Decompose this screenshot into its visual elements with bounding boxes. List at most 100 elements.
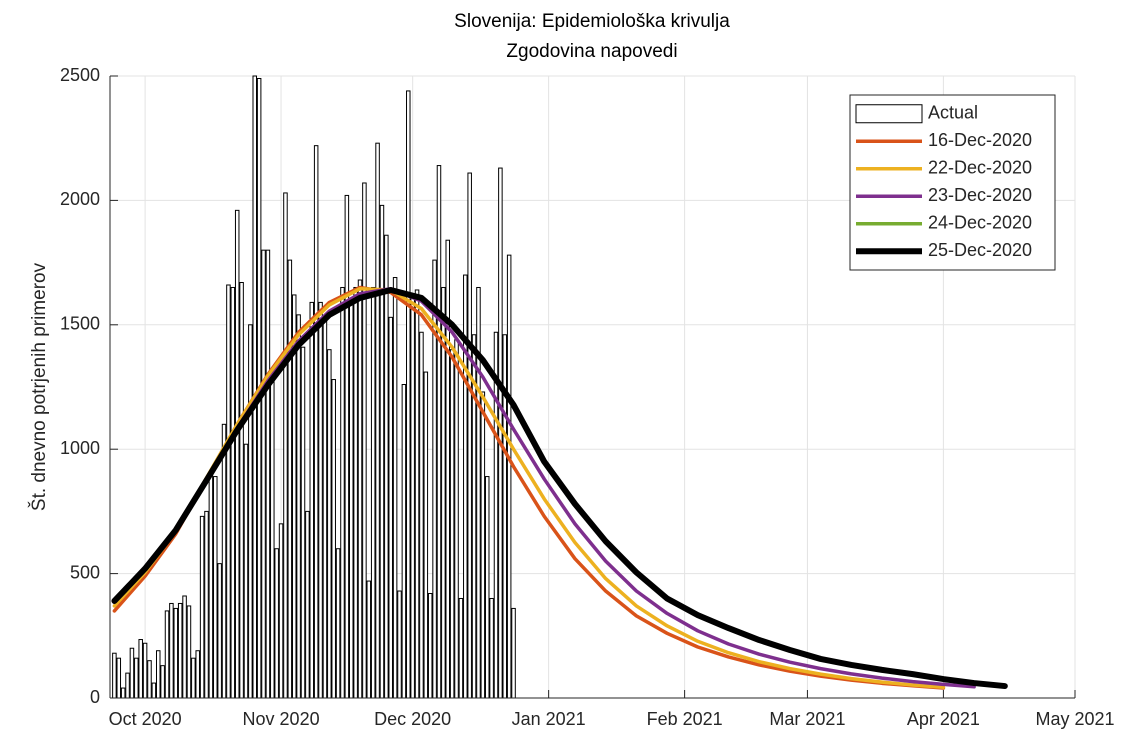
bar — [160, 665, 165, 699]
bar — [221, 423, 227, 699]
bar — [467, 172, 472, 699]
chart-title: Slovenija: Epidemiološka krivulja — [454, 11, 730, 32]
y-tick-label: 1500 — [60, 314, 100, 334]
bar — [419, 331, 424, 699]
y-tick-label: 2500 — [60, 65, 100, 85]
bar — [362, 182, 367, 699]
bar — [164, 610, 170, 699]
x-tick-label: Oct 2020 — [109, 709, 182, 729]
bar — [489, 597, 494, 699]
bar — [458, 597, 464, 699]
y-tick-label: 2000 — [60, 189, 100, 209]
bar — [243, 443, 249, 699]
bar — [335, 548, 341, 699]
bar — [318, 301, 323, 699]
bar — [230, 286, 236, 699]
bar — [414, 289, 420, 699]
bar — [296, 314, 301, 699]
legend-label: 25-Dec-2020 — [928, 240, 1032, 260]
bar — [151, 682, 157, 699]
bar — [283, 192, 288, 699]
legend-label: 23-Dec-2020 — [928, 185, 1032, 205]
forecast-line — [112, 286, 946, 690]
bar — [208, 473, 214, 699]
x-tick-label: Apr 2021 — [907, 709, 980, 729]
legend-label: Actual — [928, 103, 978, 123]
bar — [270, 376, 275, 699]
legend-label: 22-Dec-2020 — [928, 158, 1032, 178]
bar — [239, 282, 244, 699]
bar — [410, 294, 415, 699]
bar — [155, 650, 161, 699]
y-tick-label: 0 — [90, 687, 100, 707]
bar — [112, 652, 117, 699]
bar — [353, 286, 358, 699]
x-tick-label: Feb 2021 — [647, 709, 723, 729]
x-tick-label: May 2021 — [1035, 709, 1114, 729]
bar — [484, 476, 490, 699]
bar — [182, 595, 187, 699]
bar — [476, 286, 481, 699]
bar — [427, 593, 433, 699]
bar — [186, 605, 192, 699]
bar — [357, 279, 363, 699]
bar — [480, 391, 486, 699]
forecast-line — [111, 286, 1008, 690]
bar — [322, 319, 328, 699]
bar — [305, 510, 310, 699]
legend-label: 16-Dec-2020 — [928, 130, 1032, 150]
bar — [344, 194, 350, 699]
bar — [370, 286, 376, 699]
bar — [226, 284, 231, 699]
bar — [278, 523, 284, 699]
bar — [449, 349, 455, 699]
bar — [331, 379, 336, 699]
bar — [138, 639, 143, 699]
bar — [445, 239, 451, 699]
x-tick-label: Mar 2021 — [769, 709, 845, 729]
y-tick-label: 500 — [70, 562, 100, 582]
bar — [129, 647, 135, 699]
bar — [401, 384, 407, 699]
bar — [248, 324, 253, 699]
bar — [125, 672, 130, 699]
bar — [199, 515, 205, 699]
bar — [493, 331, 499, 699]
x-tick-label: Dec 2020 — [374, 709, 451, 729]
bar — [498, 167, 503, 699]
bar — [274, 548, 279, 699]
chart-subtitle: Zgodovina napovedi — [506, 41, 677, 62]
legend-label: 24-Dec-2020 — [928, 213, 1032, 233]
bar — [392, 277, 398, 699]
bar — [252, 75, 258, 699]
bar — [142, 642, 148, 699]
bar — [340, 286, 345, 699]
bar — [313, 145, 319, 699]
bar — [375, 142, 380, 699]
bar — [147, 660, 152, 699]
y-tick-label: 1000 — [60, 438, 100, 458]
legend-box — [849, 94, 1056, 271]
legend-swatch — [855, 104, 923, 124]
bar — [436, 165, 442, 699]
bar — [471, 334, 477, 699]
y-axis-label: Št. dnevno potrjenih primerov — [28, 262, 50, 511]
bar — [195, 650, 200, 699]
bar — [265, 249, 271, 699]
bar — [348, 304, 354, 699]
bar — [173, 607, 179, 699]
x-tick-label: Jan 2021 — [512, 709, 586, 729]
bar — [511, 607, 516, 699]
bar — [454, 339, 459, 699]
bar — [213, 476, 218, 699]
bar — [287, 259, 293, 699]
legend: Actual 16-Dec-2020 22-Dec-2020 23-Dec-2020 2… — [849, 94, 1056, 271]
bar — [169, 602, 174, 699]
bar — [217, 563, 222, 699]
bar — [261, 249, 266, 699]
bar — [177, 602, 183, 699]
bar — [120, 687, 126, 699]
bar — [388, 316, 393, 699]
bar — [116, 657, 122, 699]
